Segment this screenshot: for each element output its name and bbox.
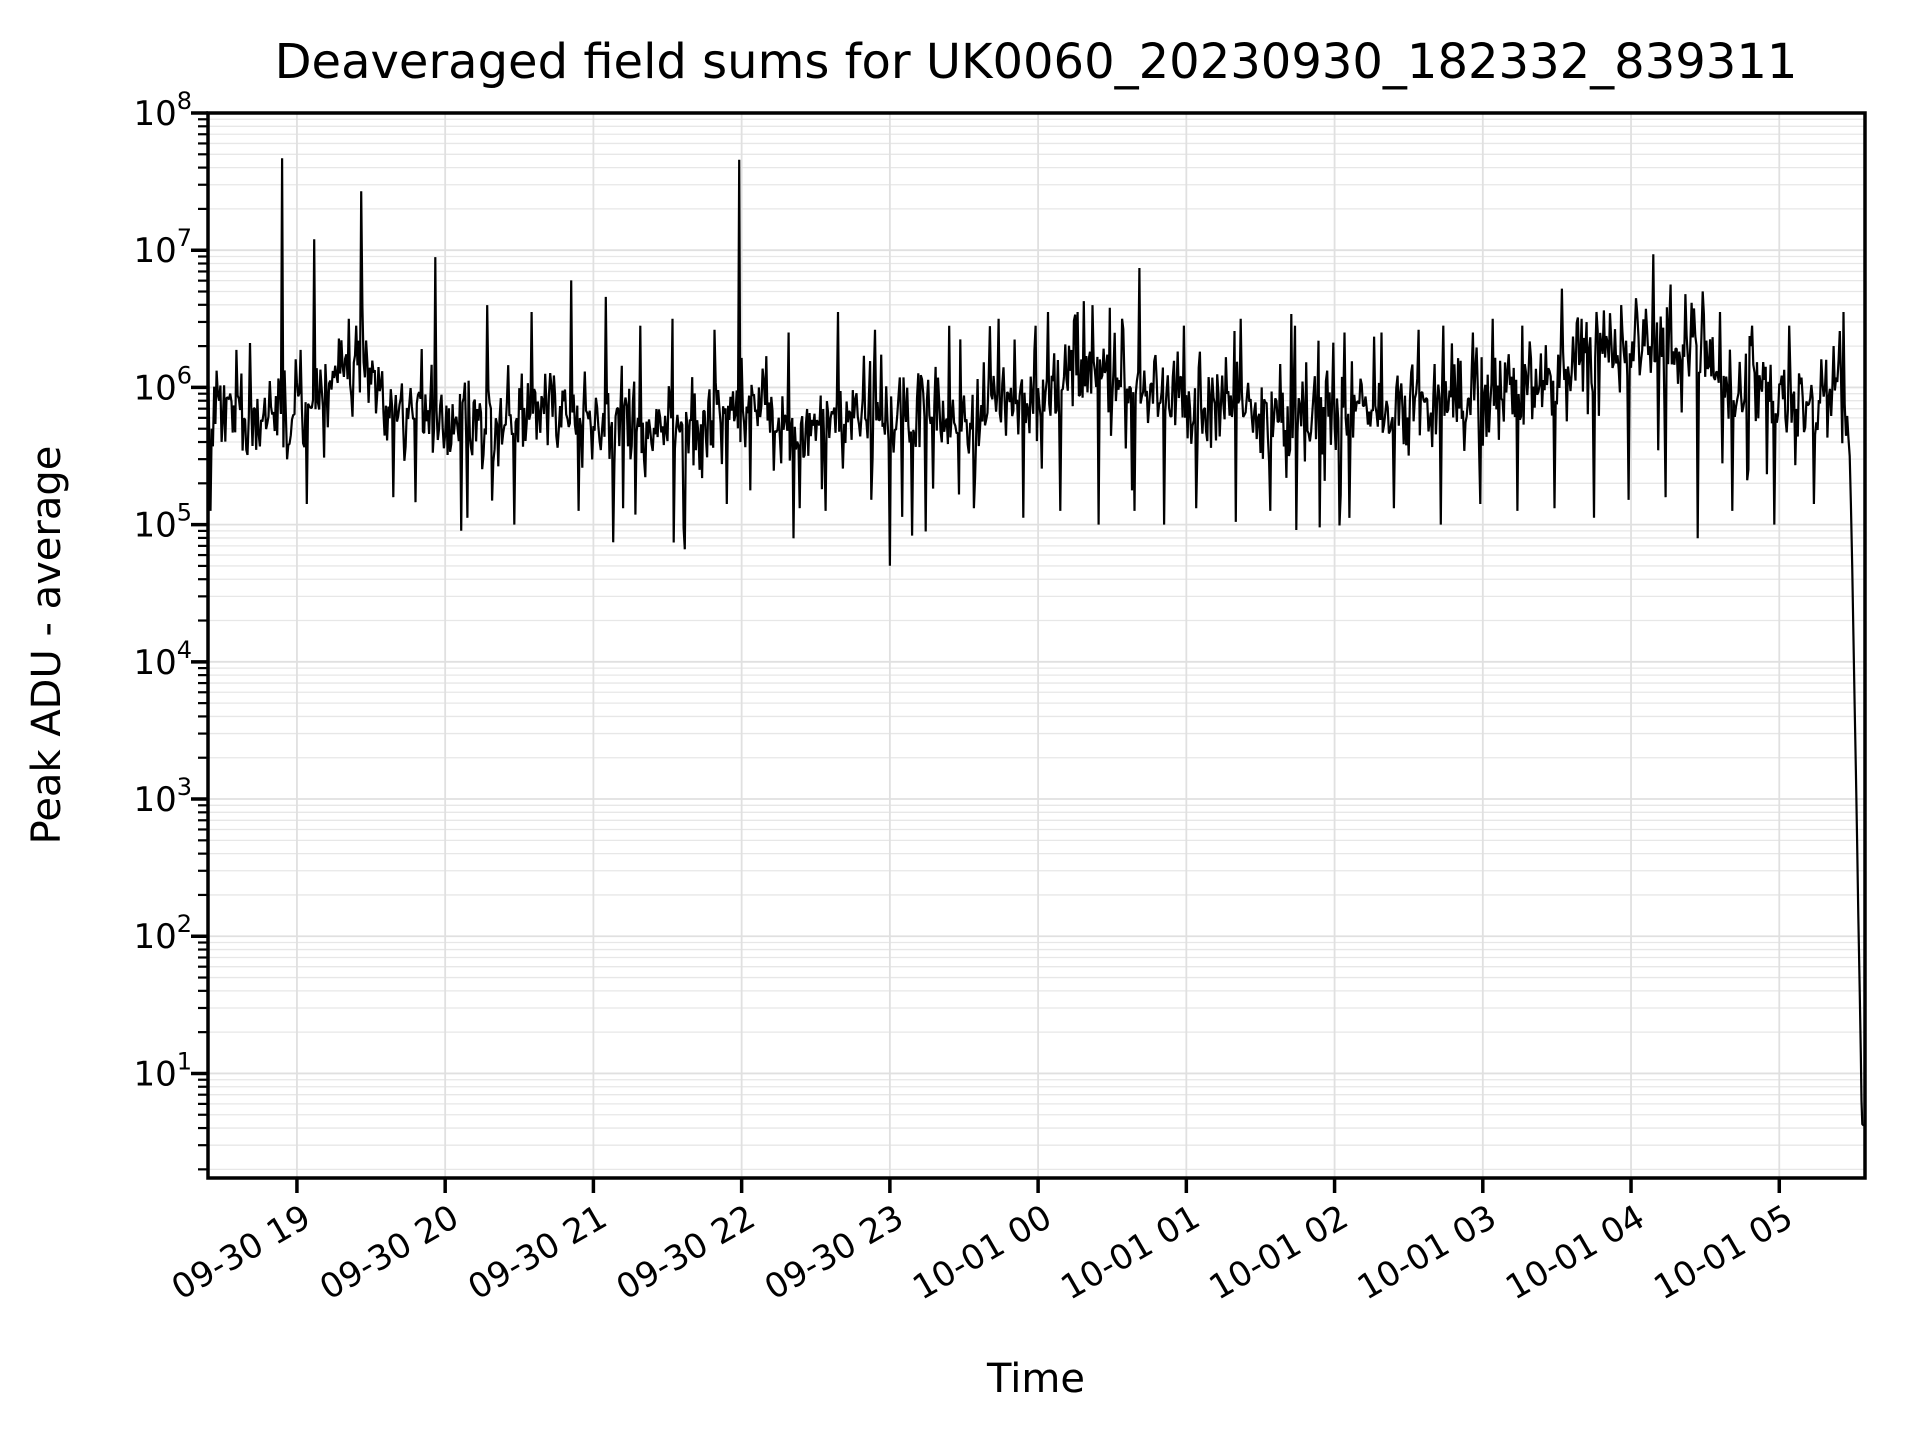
x-axis-label: Time [986, 1356, 1085, 1402]
y-tick-exponent: 5 [177, 499, 192, 527]
x-tick-label: 10-01 03 [1351, 1197, 1503, 1308]
y-tick-label: 101 [133, 1047, 192, 1094]
x-tick-label: 10-01 02 [1203, 1197, 1355, 1308]
y-tick-exponent: 8 [177, 87, 192, 115]
y-tick-label: 103 [133, 773, 192, 820]
series-line [206, 158, 1865, 1127]
gridlines [208, 112, 1865, 1178]
y-tick-label: 105 [133, 499, 192, 546]
x-tick-label: 09-30 19 [165, 1197, 317, 1308]
data-series [206, 158, 1865, 1127]
y-tick-exponent: 1 [177, 1047, 192, 1075]
y-tick-label: 102 [133, 910, 192, 957]
axis-ticks [191, 111, 1782, 1193]
y-tick-exponent: 7 [177, 224, 192, 252]
x-tick-label: 09-30 23 [758, 1197, 910, 1308]
axes-spines [206, 111, 1867, 1180]
y-tick-exponent: 3 [177, 773, 192, 801]
y-tick-exponent: 4 [177, 636, 192, 664]
y-tick-label: 104 [133, 636, 192, 683]
y-tick-label: 108 [133, 87, 192, 134]
x-tick-label: 09-30 21 [462, 1197, 614, 1308]
x-tick-label: 09-30 22 [610, 1197, 762, 1308]
x-tick-label: 10-01 01 [1054, 1197, 1206, 1308]
x-tick-label: 10-01 00 [906, 1197, 1058, 1308]
y-tick-label: 106 [133, 361, 192, 408]
y-tick-label: 107 [133, 224, 192, 271]
x-tick-label: 10-01 05 [1647, 1197, 1799, 1308]
plot-border [206, 111, 1867, 1180]
x-tick-label: 09-30 20 [313, 1197, 465, 1308]
y-axis-label: Peak ADU - average [24, 446, 70, 845]
chart-title: Deaveraged field sums for UK0060_2023093… [275, 34, 1798, 90]
y-tick-exponent: 6 [177, 361, 192, 389]
x-tick-label: 10-01 04 [1499, 1197, 1651, 1308]
y-tick-labels: 108 107 106 105 104 103 102 101 [133, 87, 192, 1094]
y-tick-exponent: 2 [177, 910, 192, 938]
